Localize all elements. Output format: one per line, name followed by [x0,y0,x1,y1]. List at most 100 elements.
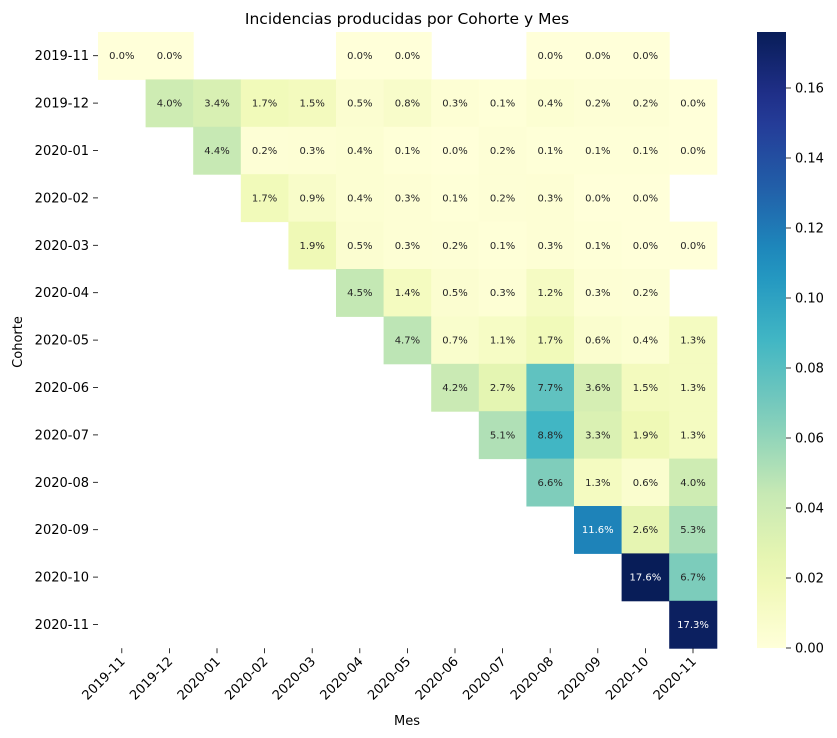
heatmap-cell [526,221,575,270]
colorbar: 0.00 0.02 0.04 0.06 0.08 0.10 0.12 0.14 0.16 [757,32,824,657]
cell-value-label: 0.0% [395,51,420,62]
cell-value-label: 1.3% [680,430,705,441]
cell-value-label: 0.0% [633,51,658,62]
heatmap-cell [526,363,575,412]
colorbar-tick-label: 0.12 [795,222,824,237]
heatmap-cell [288,174,337,223]
heatmap-cell [383,32,432,80]
heatmap-cell [383,174,432,223]
cell-value-label: 7.7% [537,383,562,394]
heatmap-cell [288,79,337,128]
cell-value-label: 0.0% [537,51,562,62]
heatmap-cells: 0.0% 0.0% 0.0% 0.0% 0.0% 0.0% 0.0% 4.0% 3.4% 1.7%… [98,32,718,649]
heatmap-cell [669,363,718,412]
heatmap-cell [574,32,623,80]
cell-value-label: 17.3% [677,620,709,631]
cell-value-label: 0.4% [347,193,372,204]
cell-value-label: 0.4% [537,99,562,110]
y-tick-label: 2020-08 [35,476,89,491]
heatmap-cell [574,221,623,270]
heatmap-cell [383,126,432,175]
heatmap-cell [574,79,623,128]
colorbar-tick-label: 0.00 [795,642,824,657]
cell-value-label: 0.3% [395,241,420,252]
cell-value-label: 0.3% [490,288,515,299]
heatmap-cell [431,79,480,128]
cell-value-label: 0.2% [442,241,467,252]
cell-value-label: 0.3% [299,146,324,157]
cell-value-label: 4.2% [442,383,467,394]
heatmap-cell [145,79,194,128]
cell-value-label: 0.1% [633,146,658,157]
x-tick-label: 2020-02 [222,654,271,703]
heatmap-cell [288,221,337,270]
y-axis: 2019-11 2019-12 2020-01 2020-02 2020-03 2020-… [35,49,98,633]
cell-value-label: 1.7% [252,193,277,204]
cell-value-label: 0.5% [442,288,467,299]
cell-value-label: 0.1% [442,193,467,204]
x-axis: 2019-112019-122020-012020-022020-032020-… [80,648,700,703]
cell-value-label: 0.7% [442,336,467,347]
cell-value-label: 0.0% [633,193,658,204]
y-tick-label: 2020-02 [35,191,89,206]
heatmap-cell [478,411,527,460]
y-tick-label: 2020-04 [35,286,89,301]
heatmap-cell [669,411,718,460]
heatmap-cell [336,79,385,128]
heatmap-cell [621,506,670,554]
cell-value-label: 8.8% [537,430,562,441]
heatmap-cell [621,32,670,80]
cell-value-label: 0.0% [347,51,372,62]
y-tick-label: 2020-03 [35,239,89,254]
y-tick-label: 2019-11 [35,49,89,64]
x-tick-label: 2020-06 [413,654,462,703]
cell-value-label: 5.3% [680,525,705,536]
cell-value-label: 6.7% [680,573,705,584]
cell-value-label: 4.7% [395,336,420,347]
cell-value-label: 0.2% [633,99,658,110]
cell-value-label: 0.1% [490,99,515,110]
colorbar-tick-label: 0.14 [795,152,824,167]
heatmap-cell [240,174,289,223]
heatmap-cell [98,32,147,80]
x-tick-label: 2019-12 [127,654,176,703]
cell-value-label: 0.0% [109,51,134,62]
cell-value-label: 3.4% [204,99,229,110]
cell-value-label: 0.2% [490,193,515,204]
heatmap-cell [478,269,527,317]
cell-value-label: 1.3% [585,478,610,489]
cell-value-label: 4.0% [680,478,705,489]
heatmap-cell [621,174,670,223]
cell-value-label: 0.0% [680,99,705,110]
heatmap-cell [478,316,527,365]
cell-value-label: 0.1% [395,146,420,157]
heatmap-cell [621,411,670,460]
heatmap-cell [526,32,575,80]
heatmap-cell [526,174,575,223]
cell-value-label: 4.0% [157,99,182,110]
heatmap-cell [431,269,480,317]
cell-value-label: 1.9% [299,241,324,252]
cell-value-label: 0.5% [347,99,372,110]
x-tick-label: 2020-11 [651,654,700,703]
heatmap-cell [669,126,718,175]
y-axis-label: Cohorte [11,316,26,368]
heatmap-cell [574,458,623,507]
cell-value-label: 0.2% [252,146,277,157]
heatmap-cell [478,221,527,270]
heatmap-cell [526,126,575,175]
heatmap-cell [621,79,670,128]
cell-value-label: 11.6% [582,525,614,536]
colorbar-gradient [757,32,786,648]
heatmap-cell [621,458,670,507]
cell-value-label: 6.6% [537,478,562,489]
heatmap-cell [574,316,623,365]
heatmap-cell [478,174,527,223]
cell-value-label: 0.3% [537,193,562,204]
cell-value-label: 0.2% [585,99,610,110]
heatmap-cell [669,553,718,602]
y-tick-label: 2020-11 [35,618,89,633]
heatmap-cell [669,506,718,554]
y-tick-label: 2020-09 [35,523,89,538]
